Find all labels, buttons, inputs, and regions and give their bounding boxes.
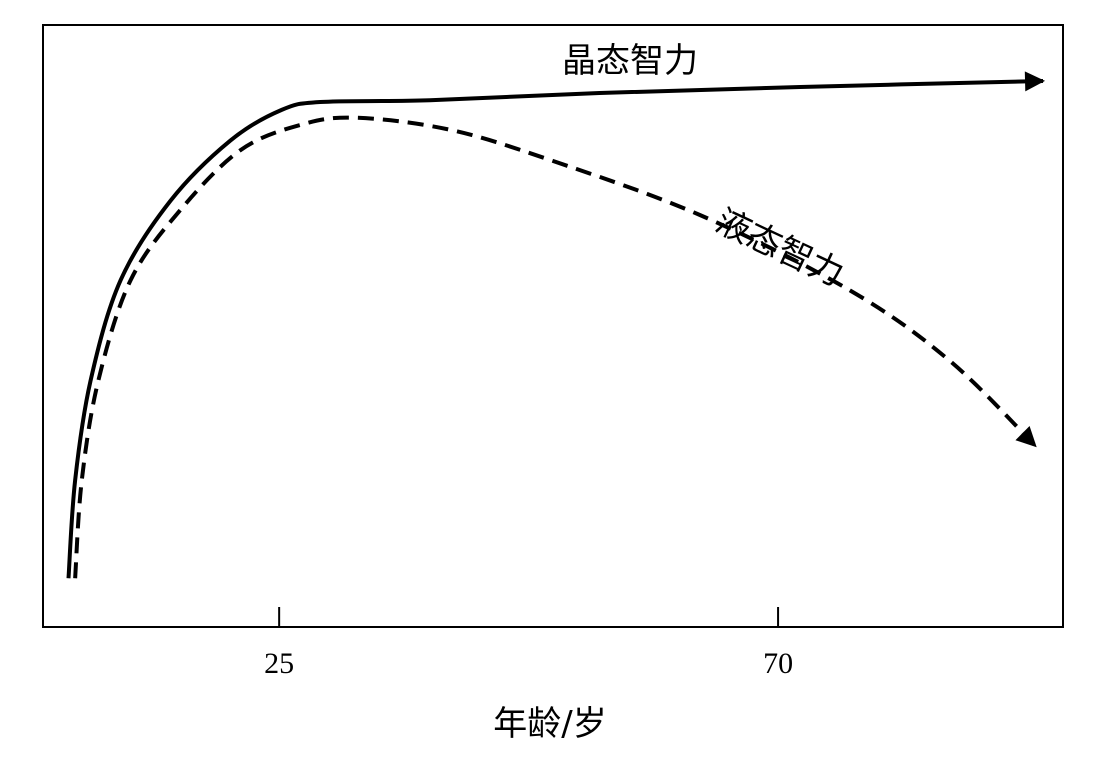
series-label: 晶态智力 xyxy=(562,41,698,81)
plot-frame xyxy=(42,24,1064,628)
x-tick-label: 70 xyxy=(763,647,793,680)
line-series xyxy=(66,71,1046,579)
line-series xyxy=(73,115,1037,579)
x-tick-label: 25 xyxy=(264,647,294,680)
series-label: 液态智力 xyxy=(710,201,850,295)
x-axis-title: 年龄/岁 xyxy=(493,704,606,744)
